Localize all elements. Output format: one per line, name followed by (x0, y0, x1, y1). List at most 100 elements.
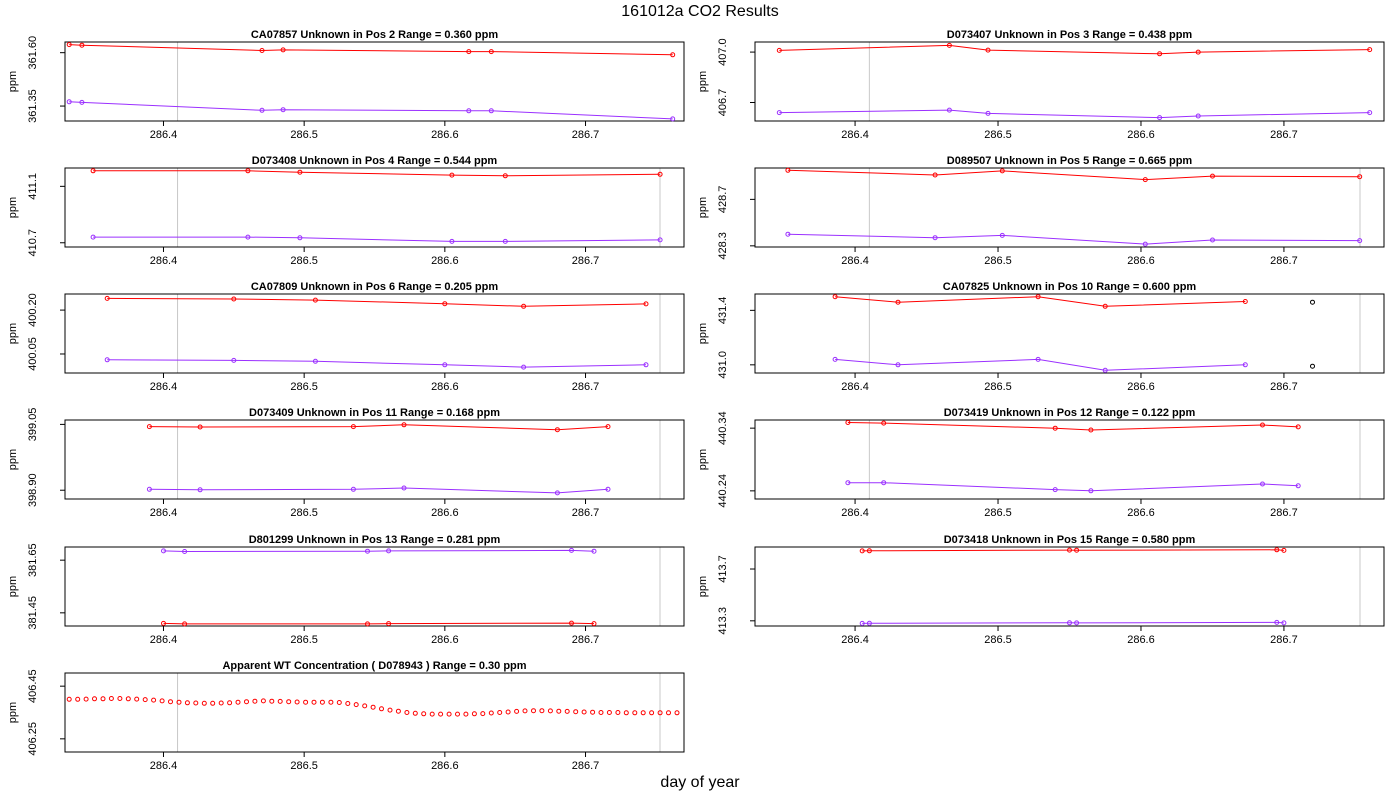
x-tick-label: 286.5 (984, 634, 1012, 646)
data-point-red (1102, 303, 1108, 309)
x-tick-label: 286.7 (1270, 507, 1298, 519)
data-point-red (245, 168, 251, 174)
data-point-red (182, 621, 188, 627)
data-point-WT (269, 698, 275, 704)
series-line-red (107, 297, 647, 307)
data-point-red (502, 173, 508, 179)
y-tick-label: 406.7 (717, 89, 729, 117)
x-tick-label: 286.5 (290, 381, 318, 393)
data-point-purple (350, 486, 356, 492)
data-point-WT (277, 698, 283, 704)
data-point-WT (336, 700, 342, 705)
data-point-red (280, 47, 286, 53)
data-point-WT (649, 710, 655, 716)
data-point-red (365, 621, 370, 627)
data-point-red (643, 301, 649, 307)
data-point-purple (90, 234, 96, 240)
data-point-WT (142, 697, 148, 703)
x-tick-label: 286.6 (1127, 129, 1155, 141)
panel-2: D073407 Unknown in Pos 3 Range = 0.438 p… (697, 29, 1385, 141)
data-point-red (1157, 51, 1163, 57)
data-point-red (1210, 173, 1215, 179)
x-tick-label: 286.4 (150, 634, 178, 646)
data-point-purple (985, 110, 991, 116)
x-tick-label: 286.7 (1270, 381, 1298, 393)
x-tick-label: 286.5 (290, 760, 318, 772)
data-point-purple (554, 490, 560, 496)
data-point-purple (932, 235, 938, 241)
data-point-red (1088, 427, 1094, 433)
x-tick-label: 286.7 (1270, 634, 1298, 646)
data-point-WT (471, 711, 477, 717)
series-line-purple (787, 233, 1360, 245)
panel-6: CA07825 Unknown in Pos 10 Range = 0.600 … (697, 281, 1385, 393)
x-tick-label: 286.6 (431, 381, 459, 393)
data-point-red (466, 49, 472, 55)
data-point-purple (1102, 367, 1108, 373)
data-point-WT (353, 702, 359, 708)
series-line-purple (847, 482, 1299, 492)
y-tick-label: 381.65 (27, 543, 39, 577)
data-point-purple (1052, 487, 1058, 493)
data-point-purple (182, 549, 188, 554)
x-tick-label: 286.7 (572, 507, 600, 519)
data-point-purple (605, 486, 611, 492)
data-point-purple (401, 485, 407, 491)
data-point-WT (573, 709, 579, 715)
x-tick-label: 286.6 (1127, 634, 1155, 646)
data-point-WT (100, 696, 106, 702)
data-point-red (845, 420, 851, 425)
data-point-WT (581, 709, 587, 715)
y-axis-label: ppm (697, 449, 709, 470)
data-point-purple (488, 108, 494, 114)
data-point-WT (345, 701, 351, 706)
data-point-purple (386, 548, 392, 554)
data-point-purple (881, 480, 887, 486)
data-point-purple (1242, 362, 1248, 368)
data-point-purple (895, 362, 901, 368)
panel-title: Apparent WT Concentration ( D078943 ) Ra… (222, 660, 526, 672)
data-point-purple (66, 99, 72, 105)
data-point-WT (125, 696, 131, 702)
data-point-red (785, 167, 791, 173)
data-point-red (554, 427, 560, 433)
data-point-purple (946, 107, 952, 113)
x-tick-label: 286.5 (984, 255, 1012, 267)
data-point-red (197, 424, 203, 430)
x-tick-label: 286.6 (431, 507, 459, 519)
data-point-WT (657, 710, 663, 716)
data-point-purple (1210, 237, 1215, 243)
data-point-WT (531, 708, 536, 714)
y-tick-label: 398.90 (27, 473, 39, 507)
plot-frame (64, 41, 685, 122)
x-tick-label: 286.6 (1127, 507, 1155, 519)
y-axis-label: ppm (697, 197, 709, 218)
data-point-purple (1195, 113, 1201, 119)
panel-4: D089507 Unknown in Pos 5 Range = 0.665 p… (697, 155, 1385, 267)
data-point-red (946, 42, 952, 48)
x-tick-label: 286.5 (984, 129, 1012, 141)
series-line-purple (107, 359, 647, 368)
data-point-purple (1088, 488, 1094, 494)
plot-frame (754, 167, 1385, 248)
panel-1: CA07857 Unknown in Pos 2 Range = 0.360 p… (7, 29, 685, 141)
x-tick-label: 286.4 (150, 381, 178, 393)
y-tick-label: 381.45 (27, 596, 39, 630)
data-point-red (591, 621, 597, 627)
series-line-red (93, 170, 661, 177)
data-point-purple (832, 356, 838, 362)
x-tick-label: 286.7 (572, 634, 600, 646)
data-point-WT (429, 711, 435, 717)
series-line-red (847, 422, 1299, 431)
y-tick-label: 406.45 (27, 669, 39, 703)
data-point-purple (502, 238, 508, 244)
x-tick-label: 286.5 (290, 507, 318, 519)
data-point-WT (463, 711, 469, 717)
x-tick-label: 286.5 (290, 129, 318, 141)
y-axis-label: ppm (7, 323, 19, 344)
data-point-purple (866, 620, 872, 626)
y-axis-label: ppm (7, 197, 19, 218)
data-point-red (670, 52, 676, 58)
data-point-purple (259, 107, 265, 113)
x-tick-label: 286.7 (572, 760, 600, 772)
